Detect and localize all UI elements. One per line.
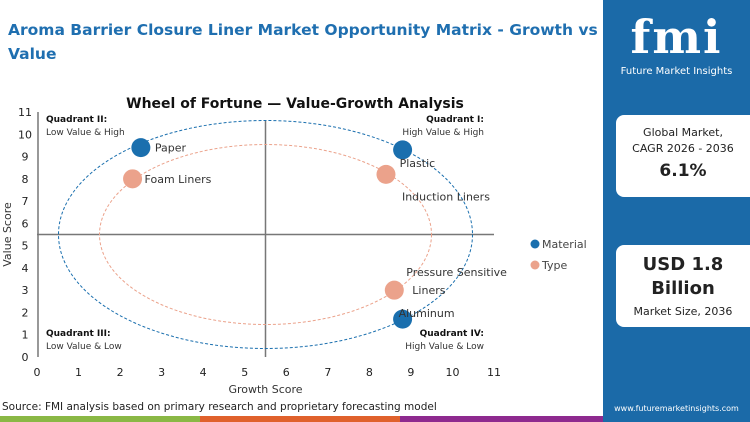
y-tick-label: 5: [22, 240, 29, 253]
market-size-value-1: USD 1.8: [642, 254, 724, 275]
cagr-label-1: Global Market,: [643, 126, 723, 139]
quadrant-desc: High Value & High: [402, 128, 484, 138]
x-tick-label: 4: [200, 366, 207, 379]
cagr-label-2: CAGR 2026 - 2036: [632, 142, 734, 155]
point-induction-liners: [376, 164, 396, 184]
website-link[interactable]: www.futuremarketinsights.com: [614, 404, 739, 413]
y-tick-label: 8: [22, 173, 29, 186]
quadrant-title: Quadrant III:: [46, 329, 111, 339]
y-tick-label: 10: [18, 128, 32, 141]
x-tick-label: 0: [34, 366, 41, 379]
info-panel: fmi Future Market Insights Global Market…: [603, 0, 750, 422]
page-title: Aroma Barrier Closure Liner Market Oppor…: [8, 21, 598, 63]
point-label: Pressure Sensitive: [406, 266, 507, 279]
cagr-value: 6.1%: [659, 161, 707, 181]
x-tick-label: 8: [366, 366, 373, 379]
point-plastic: [393, 140, 413, 160]
cagr-card: Global Market, CAGR 2026 - 2036 6.1%: [616, 115, 750, 197]
source-note: Source: FMI analysis based on primary re…: [2, 401, 437, 413]
x-tick-label: 1: [75, 366, 82, 379]
quadrant-desc: Low Value & High: [46, 128, 125, 138]
y-tick-label: 6: [22, 217, 29, 230]
logo-mark: fmi: [630, 10, 723, 64]
x-tick-label: 6: [283, 366, 290, 379]
point-foam-liners: [123, 169, 143, 189]
opportunity-matrix-chart: Wheel of Fortune — Value-Growth Analysis…: [1, 96, 587, 396]
x-tick-label: 11: [487, 366, 501, 379]
quadrant-title: Quadrant IV:: [420, 329, 484, 339]
market-size-value-2: Billion: [651, 278, 715, 299]
chart-title: Wheel of Fortune — Value-Growth Analysis: [126, 96, 464, 112]
type-ellipse: [99, 144, 432, 325]
x-tick-label: 5: [241, 366, 248, 379]
quadrant-title: Quadrant I:: [426, 115, 484, 125]
quadrant-desc: High Value & Low: [405, 342, 484, 352]
x-tick-label: 9: [407, 366, 414, 379]
point-label: Paper: [155, 142, 187, 155]
y-tick-label: 1: [22, 329, 29, 342]
quadrant-title: Quadrant II:: [46, 115, 107, 125]
y-tick-label: 7: [22, 195, 29, 208]
x-tick-label: 7: [324, 366, 331, 379]
market-size-card: USD 1.8 Billion Market Size, 2036: [616, 245, 750, 327]
y-tick-label: 4: [22, 262, 29, 275]
x-tick-label: 10: [445, 366, 459, 379]
y-tick-label: 11: [18, 106, 32, 119]
x-tick-label: 3: [158, 366, 165, 379]
x-axis-label: Growth Score: [228, 383, 302, 396]
y-axis-label: Value Score: [1, 202, 14, 267]
quadrant-desc: Low Value & Low: [46, 342, 122, 352]
strip-green: [0, 416, 200, 422]
legend-label: Type: [541, 259, 567, 272]
point-label: Foam Liners: [145, 173, 212, 186]
point-label: Aluminum: [399, 307, 455, 320]
point-label: Plastic: [400, 157, 436, 170]
point-label: Induction Liners: [402, 190, 490, 203]
y-tick-label: 0: [22, 351, 29, 364]
x-tick-label: 2: [117, 366, 124, 379]
legend-marker-type: [530, 260, 540, 270]
point-label-cont: Liners: [412, 284, 445, 297]
strip-purple: [400, 416, 603, 422]
legend-marker-material: [530, 239, 540, 249]
point-aluminum: [393, 309, 413, 329]
y-tick-label: 2: [22, 306, 29, 319]
y-tick-label: 9: [22, 151, 29, 164]
fmi-logo: fmi Future Market Insights: [603, 8, 750, 77]
y-tick-label: 3: [22, 284, 29, 297]
point-paper: [131, 138, 151, 158]
logo-subtitle: Future Market Insights: [620, 66, 733, 77]
material-ellipse: [58, 120, 473, 349]
strip-orange: [200, 416, 400, 422]
market-size-label: Market Size, 2036: [633, 305, 733, 318]
point-pressure-sensitive-liners: [384, 280, 404, 300]
legend-label: Material: [542, 238, 587, 251]
